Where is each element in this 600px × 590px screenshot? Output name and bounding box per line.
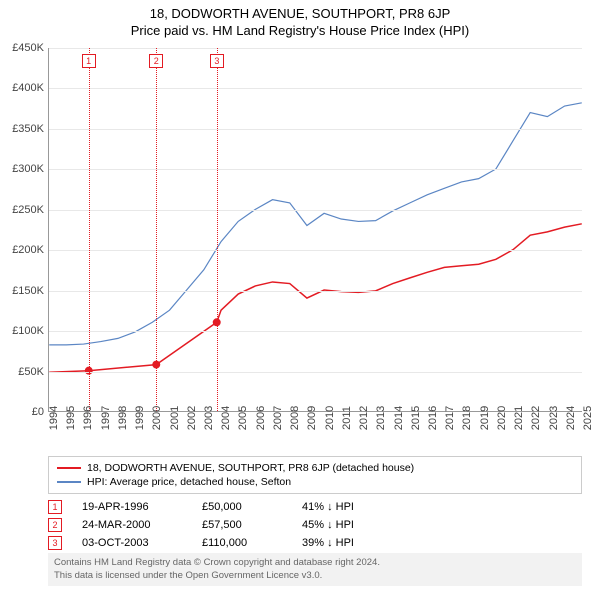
x-axis-label: 2015 bbox=[410, 406, 422, 430]
x-axis-label: 2012 bbox=[358, 406, 370, 430]
transaction-marker-box: 3 bbox=[210, 54, 224, 68]
x-axis-label: 2010 bbox=[324, 406, 336, 430]
x-axis-label: 1998 bbox=[117, 406, 129, 430]
x-axis-label: 2006 bbox=[255, 406, 267, 430]
gridline-h bbox=[49, 88, 582, 89]
x-axis-label: 2005 bbox=[237, 406, 249, 430]
transaction-date: 24-MAR-2000 bbox=[82, 519, 182, 531]
legend-swatch bbox=[57, 481, 81, 483]
footer-line2: This data is licensed under the Open Gov… bbox=[54, 570, 576, 582]
plot-svg bbox=[49, 48, 582, 411]
transaction-number: 3 bbox=[48, 536, 62, 550]
x-axis-label: 2009 bbox=[306, 406, 318, 430]
y-axis-label: £200K bbox=[4, 244, 44, 256]
transaction-price: £50,000 bbox=[202, 501, 282, 513]
gridline-h bbox=[49, 48, 582, 49]
x-axis-label: 2024 bbox=[565, 406, 577, 430]
y-axis-label: £0 bbox=[4, 406, 44, 418]
transaction-table: 1 19-APR-1996 £50,000 41% ↓ HPI 2 24-MAR-2000… bbox=[48, 498, 582, 552]
series-hpi bbox=[49, 103, 582, 345]
y-axis-label: £250K bbox=[4, 204, 44, 216]
x-axis-label: 2016 bbox=[427, 406, 439, 430]
transaction-date: 19-APR-1996 bbox=[82, 501, 182, 513]
transaction-delta: 45% ↓ HPI bbox=[302, 519, 402, 531]
chart-area: 1 2 3 bbox=[48, 48, 582, 412]
x-axis-label: 2013 bbox=[375, 406, 387, 430]
x-axis-label: 1996 bbox=[82, 406, 94, 430]
x-axis-label: 2023 bbox=[548, 406, 560, 430]
x-axis-label: 2003 bbox=[203, 406, 215, 430]
x-axis-label: 2000 bbox=[151, 406, 163, 430]
x-axis-label: 2022 bbox=[530, 406, 542, 430]
transaction-vline bbox=[89, 48, 90, 411]
transaction-row: 1 19-APR-1996 £50,000 41% ↓ HPI bbox=[48, 498, 582, 516]
legend-swatch bbox=[57, 467, 81, 469]
x-axis-label: 1999 bbox=[134, 406, 146, 430]
gridline-h bbox=[49, 250, 582, 251]
transaction-marker-box: 1 bbox=[82, 54, 96, 68]
footer-line1: Contains HM Land Registry data © Crown c… bbox=[54, 557, 576, 569]
legend-item: 18, DODWORTH AVENUE, SOUTHPORT, PR8 6JP … bbox=[57, 461, 573, 475]
x-axis-label: 2020 bbox=[496, 406, 508, 430]
gridline-h bbox=[49, 169, 582, 170]
x-axis-label: 2002 bbox=[186, 406, 198, 430]
transaction-vline bbox=[217, 48, 218, 411]
x-axis-label: 1997 bbox=[100, 406, 112, 430]
transaction-delta: 39% ↓ HPI bbox=[302, 537, 402, 549]
transaction-number: 2 bbox=[48, 518, 62, 532]
transaction-delta: 41% ↓ HPI bbox=[302, 501, 402, 513]
x-axis-label: 2019 bbox=[479, 406, 491, 430]
x-axis-label: 2004 bbox=[220, 406, 232, 430]
x-axis-label: 2007 bbox=[272, 406, 284, 430]
x-axis-label: 2025 bbox=[582, 406, 594, 430]
footer-attribution: Contains HM Land Registry data © Crown c… bbox=[48, 553, 582, 586]
legend: 18, DODWORTH AVENUE, SOUTHPORT, PR8 6JP … bbox=[48, 456, 582, 494]
transaction-marker-box: 2 bbox=[149, 54, 163, 68]
transaction-row: 3 03-OCT-2003 £110,000 39% ↓ HPI bbox=[48, 534, 582, 552]
x-axis-label: 2008 bbox=[289, 406, 301, 430]
y-axis-label: £100K bbox=[4, 325, 44, 337]
x-axis-label: 2014 bbox=[393, 406, 405, 430]
y-axis-label: £150K bbox=[4, 285, 44, 297]
gridline-h bbox=[49, 331, 582, 332]
transaction-vline bbox=[156, 48, 157, 411]
chart-title: 18, DODWORTH AVENUE, SOUTHPORT, PR8 6JP bbox=[0, 0, 600, 21]
legend-item: HPI: Average price, detached house, Seft… bbox=[57, 475, 573, 489]
y-axis-label: £50K bbox=[4, 366, 44, 378]
gridline-h bbox=[49, 372, 582, 373]
transaction-number: 1 bbox=[48, 500, 62, 514]
transaction-date: 03-OCT-2003 bbox=[82, 537, 182, 549]
x-axis-label: 2018 bbox=[461, 406, 473, 430]
y-axis-label: £350K bbox=[4, 123, 44, 135]
x-axis-label: 2001 bbox=[169, 406, 181, 430]
x-axis-label: 1995 bbox=[65, 406, 77, 430]
y-axis-label: £450K bbox=[4, 42, 44, 54]
x-axis-label: 2011 bbox=[341, 406, 353, 430]
chart-subtitle: Price paid vs. HM Land Registry's House … bbox=[0, 21, 600, 38]
y-axis-label: £300K bbox=[4, 163, 44, 175]
y-axis-label: £400K bbox=[4, 82, 44, 94]
series-price_paid bbox=[49, 224, 582, 372]
x-axis-label: 2017 bbox=[444, 406, 456, 430]
legend-label: HPI: Average price, detached house, Seft… bbox=[87, 476, 291, 488]
transaction-price: £110,000 bbox=[202, 537, 282, 549]
gridline-h bbox=[49, 291, 582, 292]
x-axis-label: 1994 bbox=[48, 406, 60, 430]
transaction-price: £57,500 bbox=[202, 519, 282, 531]
gridline-h bbox=[49, 210, 582, 211]
transaction-row: 2 24-MAR-2000 £57,500 45% ↓ HPI bbox=[48, 516, 582, 534]
gridline-h bbox=[49, 129, 582, 130]
x-axis-label: 2021 bbox=[513, 406, 525, 430]
legend-label: 18, DODWORTH AVENUE, SOUTHPORT, PR8 6JP … bbox=[87, 462, 414, 474]
